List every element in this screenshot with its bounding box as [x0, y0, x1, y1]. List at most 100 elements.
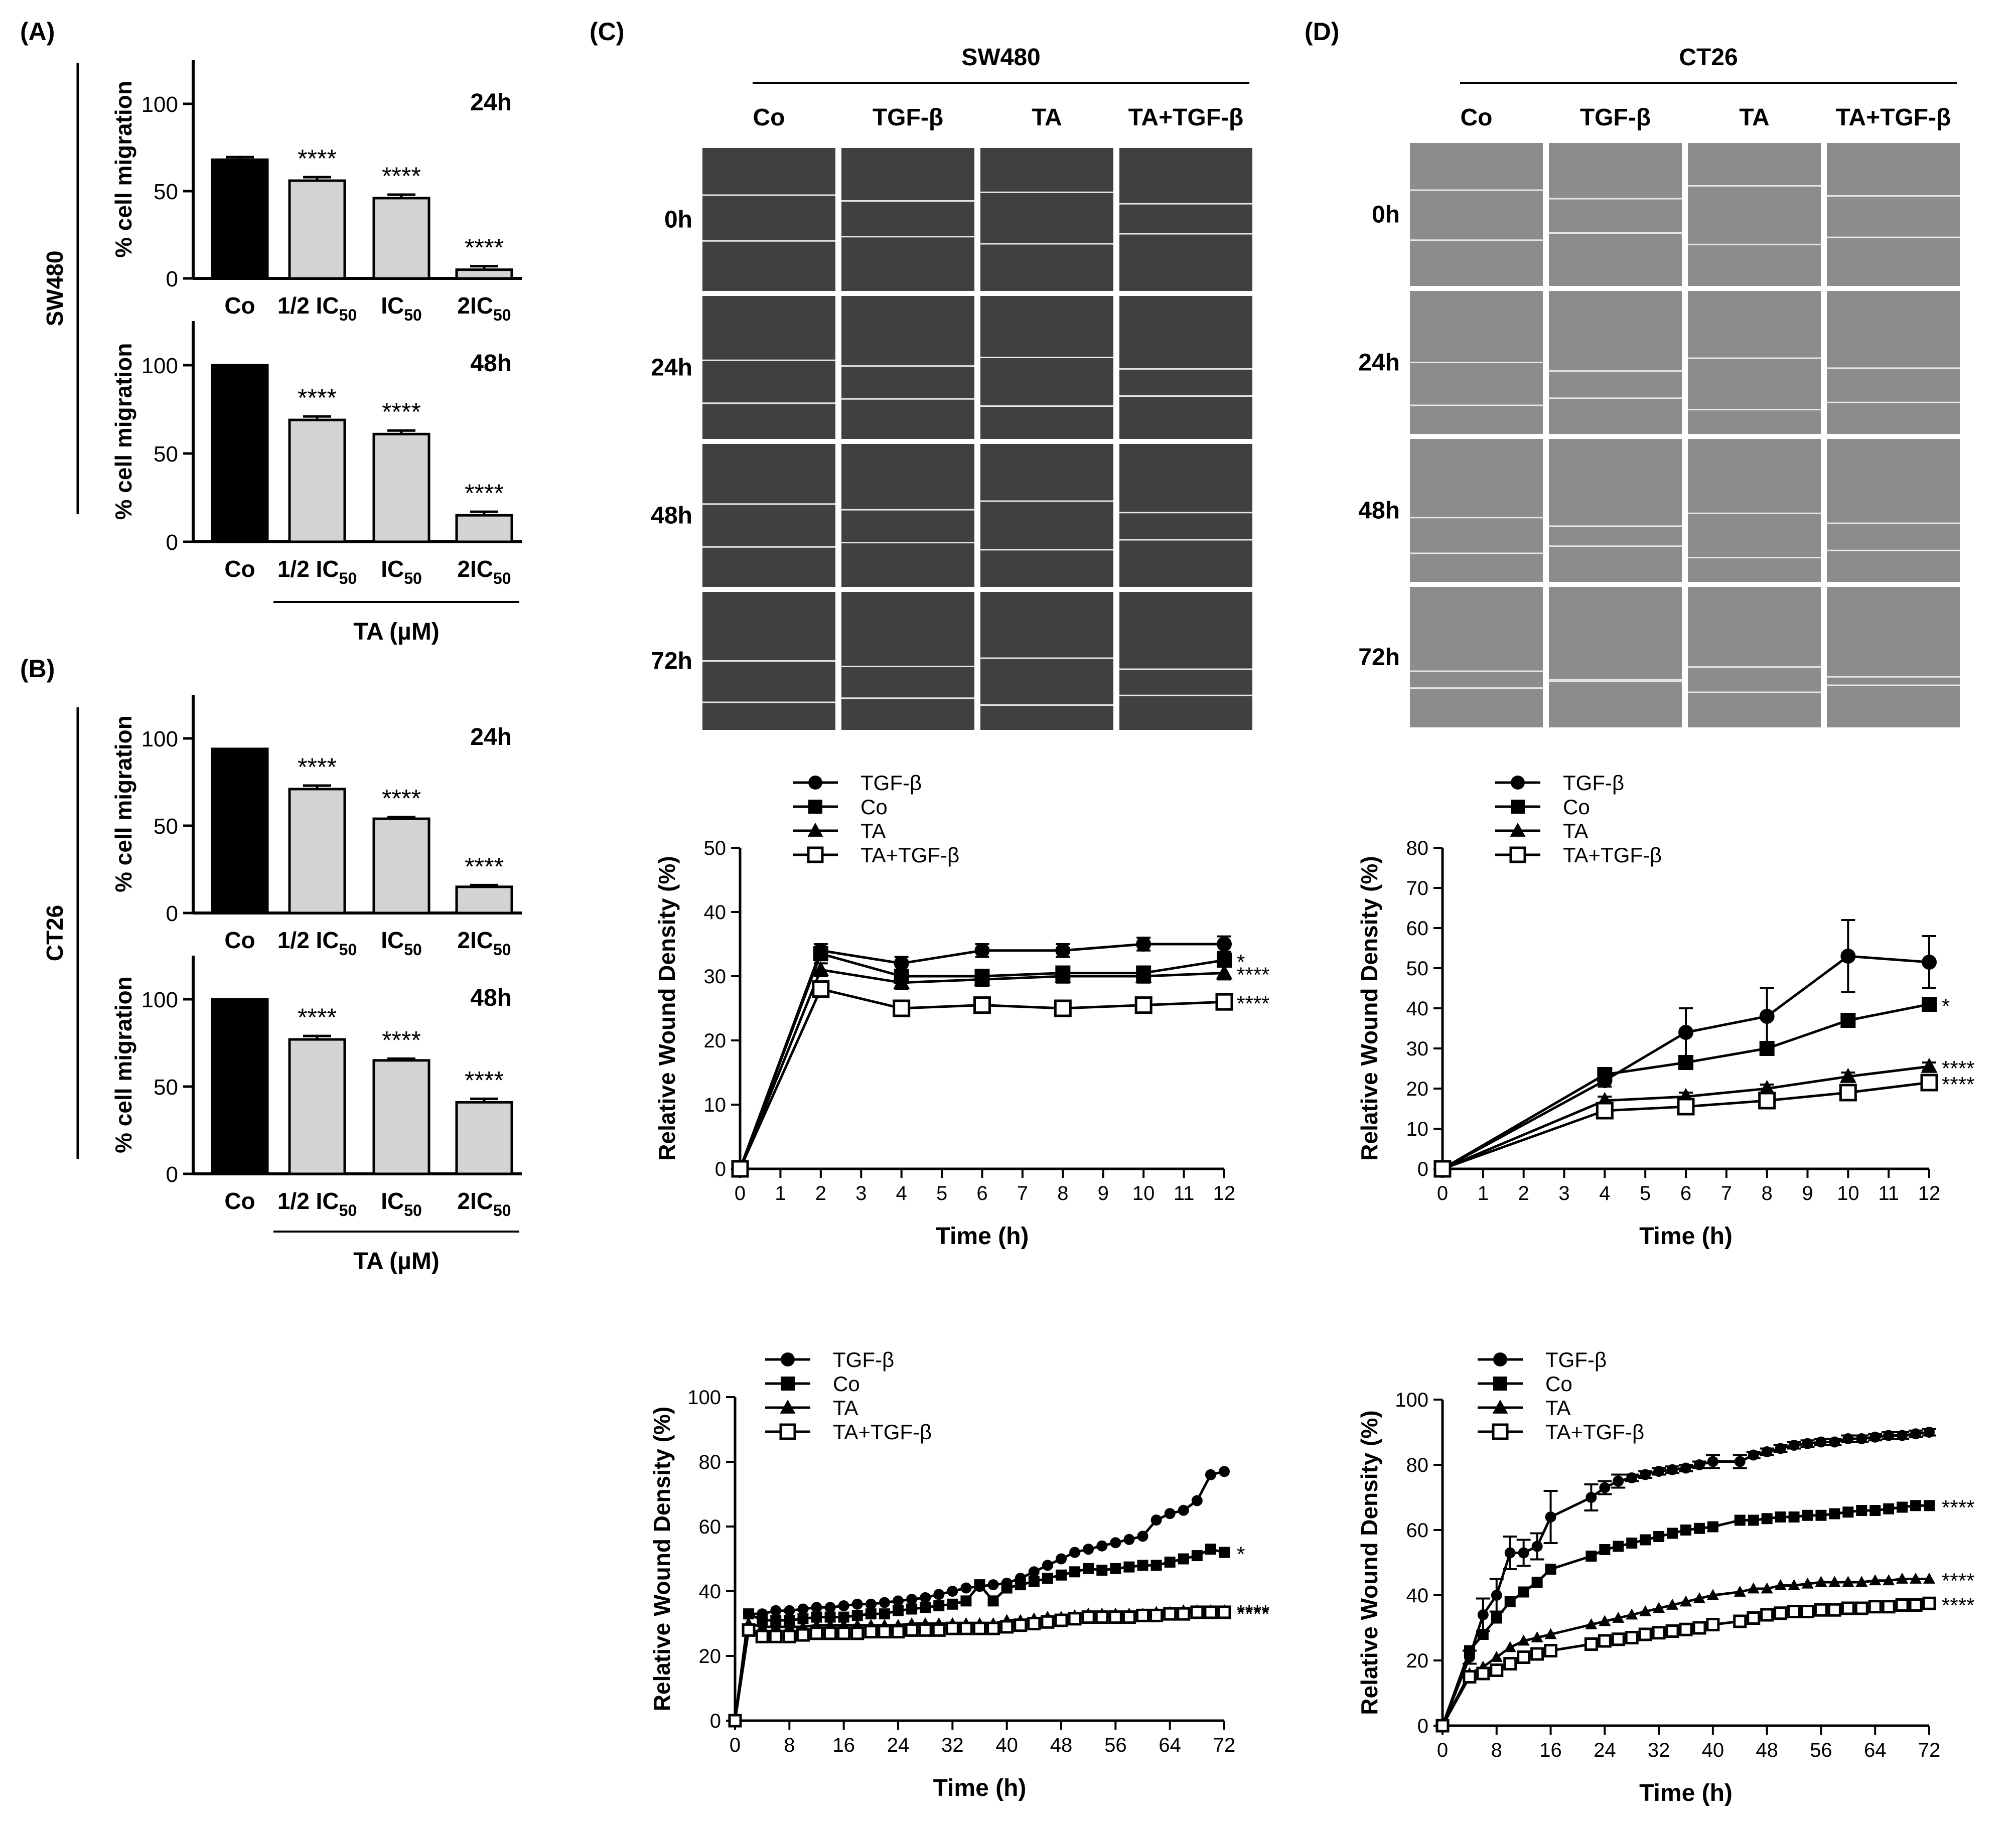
- marker-circle: [784, 1605, 795, 1616]
- y-axis-label: % cell migration: [110, 715, 136, 892]
- marker-triangle: [770, 1620, 782, 1632]
- marker-square: [1693, 1523, 1705, 1534]
- marker-open-square: [1841, 1601, 1855, 1615]
- y-tick-label: 0: [710, 1710, 721, 1732]
- category-label: 1/2 IC50: [277, 1188, 357, 1220]
- x-tick-label: 24: [887, 1734, 910, 1756]
- marker-square: [1150, 1560, 1162, 1571]
- marker-open-square: [959, 1621, 973, 1635]
- x-tick-label: 0: [730, 1734, 741, 1756]
- y-tick-label: 80: [1406, 1454, 1429, 1476]
- marker-square: [933, 1600, 945, 1612]
- time-label: 48h: [470, 350, 512, 377]
- marker-circle: [1531, 1541, 1543, 1552]
- marker-open-square: [1774, 1606, 1788, 1620]
- y-tick-label: 40: [1406, 1585, 1429, 1607]
- x-tick-label: 48: [1756, 1739, 1778, 1761]
- marker-triangle: [1761, 1582, 1773, 1594]
- marker-open-square: [932, 1623, 946, 1637]
- marker-circle: [1504, 1547, 1516, 1559]
- marker-circle: [987, 1579, 999, 1591]
- marker-open-square: [769, 1629, 783, 1643]
- micrograph-tile: [702, 444, 835, 587]
- category-main: Co: [224, 1188, 255, 1214]
- timepoint-label: 48h: [1358, 498, 1400, 524]
- micrograph-tile: [1688, 439, 1821, 582]
- marker-square: [1759, 1041, 1775, 1056]
- x-tick-label: 32: [1648, 1739, 1670, 1761]
- marker-open-square: [1492, 1423, 1509, 1440]
- x-tick-label: 16: [1539, 1739, 1562, 1761]
- category-label: 2IC50: [457, 927, 511, 959]
- x-tick-label: 8: [1057, 1182, 1068, 1204]
- treatment-header: TGF-β: [1580, 104, 1651, 131]
- significance-label: ****: [465, 479, 504, 507]
- bar: [288, 1038, 346, 1175]
- marker-triangle: [1490, 1650, 1503, 1662]
- x-tick-label: 72: [1213, 1734, 1236, 1756]
- category-main: IC: [381, 292, 404, 319]
- bar: [211, 747, 269, 915]
- x-tick-label: 1: [1478, 1182, 1489, 1204]
- marker-open-square: [1054, 999, 1072, 1017]
- significance-label: ****: [298, 144, 337, 173]
- marker-triangle: [1492, 1399, 1508, 1414]
- series-ta: ****: [1436, 1569, 1974, 1731]
- micrograph-tile: [1119, 148, 1252, 291]
- x-tick-label: 32: [941, 1734, 964, 1756]
- marker-triangle: [1653, 1602, 1665, 1613]
- marker-square: [1069, 1566, 1081, 1578]
- x-tick-label: 7: [1017, 1182, 1028, 1204]
- marker-open-square: [945, 1621, 959, 1635]
- marker-circle: [1491, 1590, 1502, 1601]
- legend-label: TGF-β: [1563, 771, 1624, 795]
- marker-square: [1001, 1582, 1013, 1594]
- marker-circle: [1083, 1544, 1094, 1555]
- significance-label: *: [1237, 950, 1245, 974]
- y-axis-label: Relative Wound Density (%): [649, 1407, 675, 1711]
- marker-circle: [1640, 1469, 1651, 1480]
- x-tick-label: 64: [1159, 1734, 1181, 1756]
- timepoint-label: 0h: [664, 207, 692, 233]
- significance-label: ****: [1237, 1601, 1269, 1624]
- x-axis-label: Time (h): [936, 1223, 1029, 1250]
- significance-label: ****: [465, 234, 504, 262]
- marker-square: [1015, 1579, 1026, 1591]
- legend-label: TA: [860, 819, 886, 843]
- category-label: 2IC50: [457, 1188, 511, 1220]
- marker-circle: [920, 1592, 931, 1603]
- marker-circle: [1910, 1428, 1922, 1440]
- marker-open-square: [986, 1621, 1000, 1635]
- micrograph-tile: [702, 296, 835, 439]
- marker-circle: [947, 1586, 958, 1597]
- category-subscript: 50: [339, 941, 357, 959]
- micrograph-tile: [1688, 587, 1821, 727]
- marker-square: [797, 1613, 809, 1624]
- x-axis-label: Time (h): [933, 1775, 1027, 1801]
- marker-triangle: [1909, 1572, 1922, 1584]
- marker-circle: [879, 1597, 890, 1608]
- legend-label: TA+TGF-β: [860, 843, 959, 867]
- marker-square: [743, 1608, 755, 1620]
- marker-circle: [1096, 1540, 1108, 1552]
- y-tick-label: 50: [154, 1075, 178, 1100]
- marker-circle: [960, 1582, 972, 1594]
- marker-circle: [1055, 943, 1071, 958]
- category-main: IC: [381, 1188, 404, 1214]
- marker-square: [920, 1602, 931, 1613]
- panel-label-d: (D): [1305, 18, 1339, 46]
- y-tick-label: 50: [154, 442, 178, 467]
- bar: [455, 1101, 513, 1175]
- category-label: 1/2 IC50: [277, 292, 357, 324]
- treatment-header: TA: [1032, 104, 1062, 131]
- category-label: 1/2 IC50: [277, 927, 357, 959]
- marker-open-square: [850, 1626, 865, 1640]
- category-main: 1/2 IC: [277, 1188, 339, 1214]
- marker-open-square: [1517, 1650, 1531, 1664]
- category-main: 1/2 IC: [277, 927, 339, 953]
- significance-label: ****: [1237, 992, 1269, 1015]
- marker-square: [851, 1610, 863, 1621]
- marker-triangle: [1747, 1582, 1760, 1594]
- bar: [288, 418, 346, 543]
